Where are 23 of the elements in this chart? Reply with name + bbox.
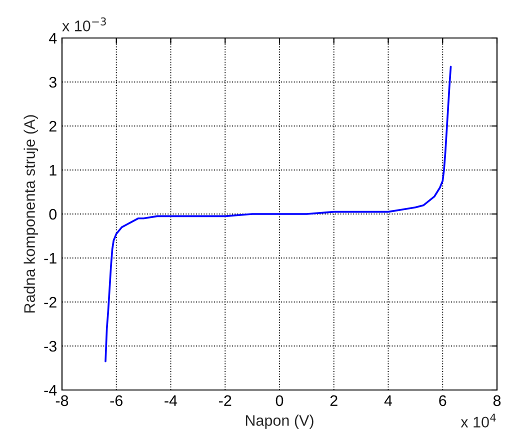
x-tick-label: -2	[219, 395, 232, 406]
y-tick-label: -4	[44, 385, 57, 396]
x-tick-label: 6	[439, 395, 446, 406]
y-tick-label: 2	[49, 120, 56, 132]
x-axis-title: Napon (V)	[246, 414, 314, 429]
x-tick-label: 8	[493, 395, 501, 406]
y-tick-label: -2	[44, 296, 56, 308]
y-tick-label: 0	[49, 208, 57, 220]
y-tick-label: 4	[48, 33, 57, 44]
y-tick-label: 1	[50, 165, 56, 176]
x-tick-label: 0	[276, 395, 284, 406]
y-tick-label: 3	[49, 76, 56, 88]
text: x 10$^{−3}$	[62, 17, 106, 32]
line-series	[104, 66, 452, 362]
y-tick-label: -3	[44, 340, 56, 352]
x-tick-label: 2	[330, 395, 338, 406]
x-tick-label: -6	[110, 395, 122, 406]
y-tick-label: -1	[44, 253, 56, 264]
y-axis-title: Radna komponenta struje (A)	[24, 115, 38, 313]
x-tick-label: 4	[384, 395, 392, 406]
x-tick-label: -8	[56, 395, 68, 406]
x-tick-label: -4	[164, 395, 178, 406]
text: x 10$^{4}$	[460, 414, 496, 428]
